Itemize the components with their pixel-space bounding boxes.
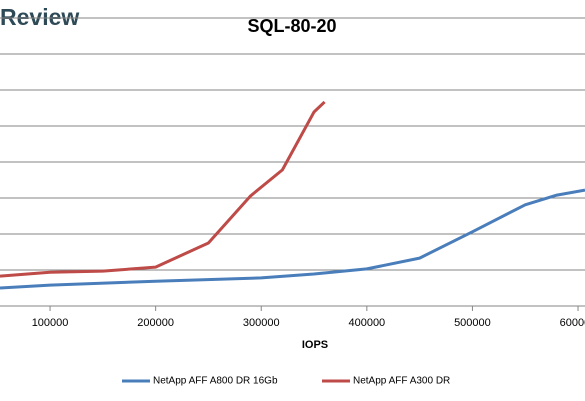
series-line — [0, 188, 585, 290]
chart-title: SQL-80-20 — [247, 16, 336, 36]
legend-label: NetApp AFF A800 DR 16Gb — [153, 376, 278, 387]
x-tick-label: 600000 — [560, 317, 585, 329]
series-line — [0, 100, 326, 278]
x-tick-label: 300000 — [243, 317, 280, 329]
brand: Review — [0, 4, 79, 30]
x-tick-label: 100000 — [32, 317, 69, 329]
x-tick-label: 400000 — [348, 317, 385, 329]
x-tick-label: 500000 — [454, 317, 491, 329]
x-tick-label: 200000 — [137, 317, 174, 329]
legend-label: NetApp AFF A300 DR — [353, 376, 450, 387]
x-axis-label: IOPS — [302, 339, 328, 351]
